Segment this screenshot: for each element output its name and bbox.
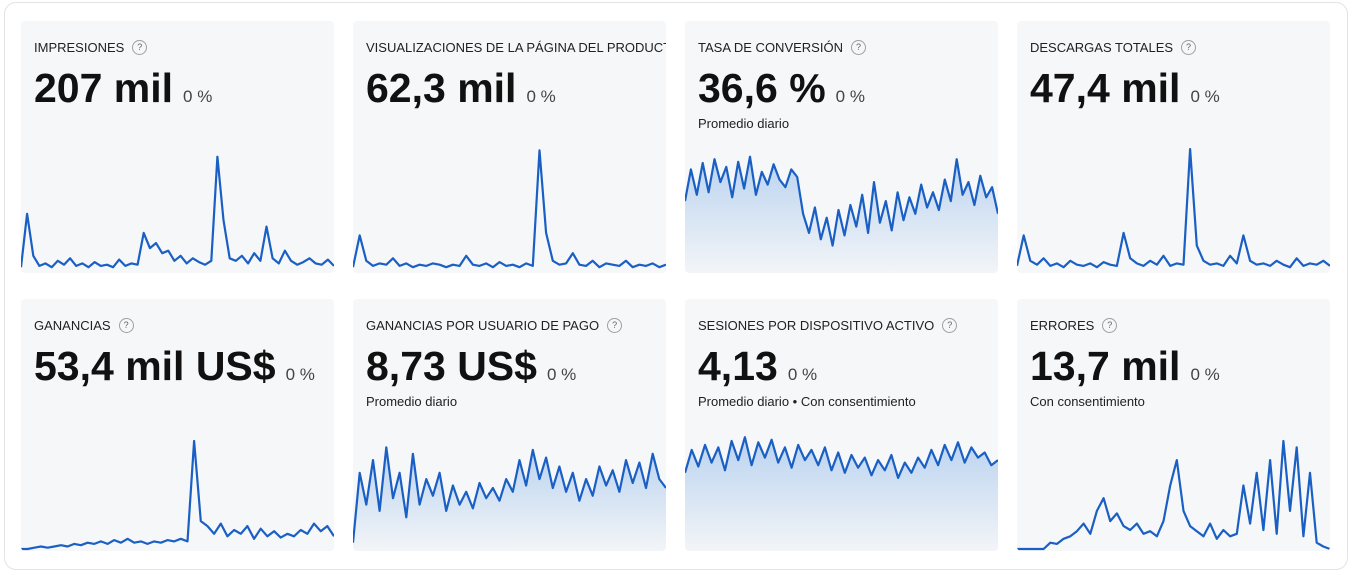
sparkline-line <box>353 149 666 269</box>
help-icon[interactable]: ? <box>1102 318 1118 333</box>
metric-change: 0 % <box>285 365 315 384</box>
metric-subtitle: Promedio diario • Con consentimiento <box>698 394 916 409</box>
card-title: ERRORES? <box>1030 318 1118 333</box>
sparkline-line <box>21 155 334 269</box>
metric-value: 36,6 % <box>698 65 826 111</box>
metric-change: 0 % <box>546 365 577 384</box>
title-text: ERRORES <box>1030 318 1095 333</box>
metric-card: GANANCIAS? 53,4 mil US$ 0 % <box>21 299 334 551</box>
dashboard: IMPRESIONES? 207 mil 0 % VISUALIZACIONES DE… <box>4 2 1348 570</box>
sparkline-line <box>1017 148 1330 269</box>
card-title: DESCARGAS TOTALES? <box>1030 40 1197 55</box>
sparkline <box>685 436 998 551</box>
sparkline <box>1017 148 1330 269</box>
value-row: 8,73 US$ 0 % <box>366 343 576 390</box>
metric-subtitle: Promedio diario <box>698 116 790 131</box>
help-icon[interactable]: ? <box>118 318 134 333</box>
help-icon[interactable]: ? <box>1181 40 1197 55</box>
card-title: GANANCIAS? <box>34 318 134 333</box>
sparkline <box>1017 439 1330 551</box>
title-text: VISUALIZACIONES DE LA PÁGINA DEL PRODUCT… <box>366 40 666 55</box>
value-row: 53,4 mil US$ 0 % <box>34 343 315 390</box>
sparkline-line <box>353 446 666 543</box>
metric-card: IMPRESIONES? 207 mil 0 % <box>21 21 334 273</box>
card-title: VISUALIZACIONES DE LA PÁGINA DEL PRODUCT… <box>366 40 666 55</box>
card-title: TASA DE CONVERSIÓN? <box>698 40 866 55</box>
help-icon[interactable]: ? <box>850 40 866 55</box>
title-text: DESCARGAS TOTALES <box>1030 40 1174 55</box>
metric-value: 207 mil <box>34 65 174 111</box>
sparkline <box>353 149 666 269</box>
metric-change: 0 % <box>835 87 865 106</box>
metric-value: 8,73 US$ <box>366 343 537 389</box>
value-row: 4,13 0 % <box>698 343 817 390</box>
value-row: 207 mil 0 % <box>34 65 212 112</box>
help-icon[interactable]: ? <box>942 318 958 333</box>
value-row: 47,4 mil 0 % <box>1030 65 1220 112</box>
sparkline-line <box>685 436 998 479</box>
metric-value: 62,3 mil <box>366 65 517 111</box>
sparkline <box>685 155 998 273</box>
title-text: GANANCIAS POR USUARIO DE PAGO <box>366 318 600 333</box>
title-text: SESIONES POR DISPOSITIVO ACTIVO <box>698 318 935 333</box>
metric-card: VISUALIZACIONES DE LA PÁGINA DEL PRODUCT… <box>353 21 666 273</box>
metric-value: 13,7 mil <box>1030 343 1181 389</box>
help-icon[interactable]: ? <box>132 40 148 55</box>
card-title: GANANCIAS POR USUARIO DE PAGO? <box>366 318 623 333</box>
metric-change: 0 % <box>183 87 213 106</box>
metric-card: GANANCIAS POR USUARIO DE PAGO? 8,73 US$ 0 … <box>353 299 666 551</box>
metric-card: DESCARGAS TOTALES? 47,4 mil 0 % <box>1017 21 1330 273</box>
metric-card: SESIONES POR DISPOSITIVO ACTIVO? 4,13 0 % P… <box>685 299 998 551</box>
value-row: 36,6 % 0 % <box>698 65 865 112</box>
sparkline <box>353 446 666 551</box>
title-text: TASA DE CONVERSIÓN <box>698 40 843 55</box>
metric-change: 0 % <box>787 365 818 384</box>
title-text: GANANCIAS <box>34 318 111 333</box>
sparkline-area <box>685 437 998 551</box>
metric-change: 0 % <box>1190 87 1220 106</box>
sparkline <box>21 155 334 269</box>
metric-value: 47,4 mil <box>1030 65 1181 111</box>
value-row: 13,7 mil 0 % <box>1030 343 1220 390</box>
sparkline <box>21 439 334 551</box>
metric-subtitle: Promedio diario <box>366 394 458 409</box>
metric-value: 53,4 mil US$ <box>34 343 276 389</box>
metric-change: 0 % <box>526 87 556 106</box>
sparkline-area <box>685 156 998 273</box>
metric-card: ERRORES? 13,7 mil 0 % Con consentimiento <box>1017 299 1330 551</box>
metric-subtitle: Con consentimiento <box>1030 394 1145 409</box>
help-icon[interactable]: ? <box>607 318 623 333</box>
sparkline-line <box>685 155 998 247</box>
card-title: SESIONES POR DISPOSITIVO ACTIVO? <box>698 318 958 333</box>
title-text: IMPRESIONES <box>34 40 125 55</box>
metric-change: 0 % <box>1190 365 1220 384</box>
sparkline-area <box>353 447 666 551</box>
card-title: IMPRESIONES? <box>34 40 148 55</box>
metric-value: 4,13 <box>698 343 778 389</box>
metric-card: TASA DE CONVERSIÓN? 36,6 % 0 % Promedio dia… <box>685 21 998 273</box>
value-row: 62,3 mil 0 % <box>366 65 556 112</box>
sparkline-line <box>1017 439 1330 551</box>
sparkline-line <box>21 439 334 551</box>
